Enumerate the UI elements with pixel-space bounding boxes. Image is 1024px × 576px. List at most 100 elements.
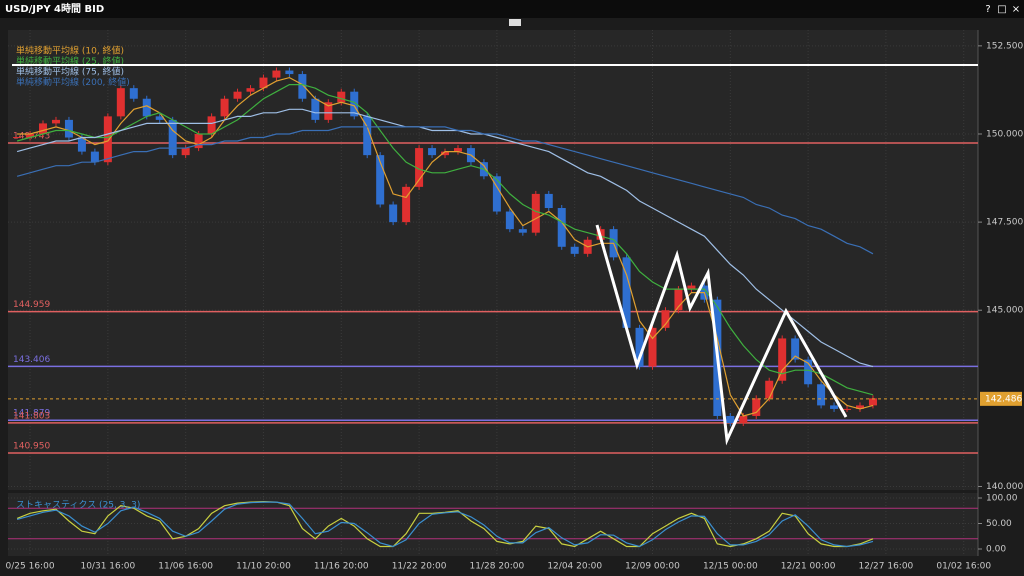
y-tick-label: 0.00 [986, 545, 1006, 555]
x-tick-label: 0/25 16:00 [6, 562, 55, 572]
candle [557, 208, 566, 247]
panel-toggle[interactable] [509, 19, 521, 26]
candle [739, 415, 748, 424]
x-tick-label: 12/04 20:00 [547, 562, 602, 572]
candle [791, 338, 800, 360]
panel-title: ストキャスティクス (25, 3, 3) [16, 500, 140, 511]
candle [77, 137, 86, 152]
candle [570, 246, 579, 254]
candle [298, 74, 307, 99]
candle [181, 148, 190, 156]
x-tick-label: 12/27 16:00 [859, 562, 914, 572]
x-tick-label: 11/22 20:00 [392, 562, 447, 572]
legend-entry: 単純移動平均線 (200, 終値) [16, 76, 130, 88]
candle [687, 285, 696, 290]
x-tick-label: 01/02 16:00 [936, 562, 991, 572]
candle [661, 310, 670, 328]
candle [194, 133, 203, 149]
legend-entry: 単純移動平均線 (75, 終値) [16, 66, 124, 78]
candle [220, 98, 229, 117]
candle [207, 116, 216, 134]
candle [402, 186, 411, 223]
candle [622, 257, 631, 328]
candle [830, 405, 839, 409]
candle [674, 289, 683, 311]
series-line [16, 501, 874, 548]
current-price-label: 142.486 [985, 394, 1022, 404]
candle [90, 151, 99, 163]
x-tick-label: 11/10 20:00 [236, 562, 291, 572]
close-button[interactable]: × [1012, 4, 1020, 15]
price-panel [8, 30, 978, 490]
x-tick-label: 12/15 00:00 [703, 562, 758, 572]
x-tick-label: 12/21 00:00 [781, 562, 836, 572]
y-tick-label: 140.000 [986, 482, 1023, 492]
candle [817, 384, 826, 406]
candle [246, 88, 255, 92]
candle [868, 398, 877, 406]
series-line [16, 126, 874, 255]
candle [129, 88, 138, 99]
x-tick-label: 10/31 16:00 [80, 562, 135, 572]
candle [843, 408, 852, 410]
x-tick-label: 11/28 20:00 [470, 562, 525, 572]
candle [518, 229, 527, 233]
candle [765, 380, 774, 399]
current-price-box [980, 391, 1022, 406]
level-label: 143.406 [13, 355, 50, 365]
y-tick-label: 147.500 [986, 218, 1023, 228]
y-tick-label: 100.00 [986, 493, 1018, 503]
candle [778, 338, 787, 381]
candle [259, 77, 268, 89]
candle [531, 193, 540, 233]
candle [752, 398, 761, 416]
candle [350, 91, 359, 117]
candle [26, 133, 35, 138]
candle [648, 327, 657, 367]
level-label: 140.950 [13, 441, 50, 451]
candle [168, 119, 177, 156]
maximize-button[interactable]: □ [997, 4, 1006, 15]
candle [142, 98, 151, 117]
x-tick-label: 11/06 16:00 [158, 562, 213, 572]
y-tick-label: 152.500 [986, 41, 1023, 51]
candle [855, 405, 864, 409]
candle [505, 211, 514, 230]
candle [544, 193, 553, 209]
candle [453, 148, 462, 152]
candle [441, 151, 450, 156]
title-bar [0, 0, 1024, 18]
level-label: 141.879 [13, 409, 50, 419]
window-title: USD/JPY 4時間 BID [5, 2, 104, 15]
candle [428, 148, 437, 156]
candle [233, 91, 242, 99]
y-tick-label: 150.000 [986, 129, 1023, 139]
candle [415, 148, 424, 187]
candle [64, 119, 73, 138]
level-label: 144.959 [13, 300, 50, 310]
candle [285, 70, 294, 75]
series-line [16, 84, 874, 396]
candle [311, 98, 320, 120]
candle [13, 137, 22, 139]
candle [272, 70, 281, 78]
y-tick-label: 145.000 [986, 306, 1023, 316]
candle [116, 88, 125, 117]
candle [324, 102, 333, 120]
y-tick-label: 50.00 [986, 519, 1012, 529]
help-button[interactable]: ? [985, 4, 990, 15]
candle [337, 91, 346, 103]
x-tick-label: 11/16 20:00 [314, 562, 369, 572]
legend-entry: 単純移動平均線 (10, 終値) [16, 45, 124, 57]
candle [51, 119, 60, 124]
stochastic-panel [8, 493, 978, 556]
candle [103, 116, 112, 163]
candle [635, 327, 644, 367]
candle [39, 123, 48, 134]
candle [492, 176, 501, 212]
candle [376, 155, 385, 205]
candle [726, 415, 735, 424]
candle [804, 359, 813, 385]
zigzag-annotation [595, 224, 848, 446]
